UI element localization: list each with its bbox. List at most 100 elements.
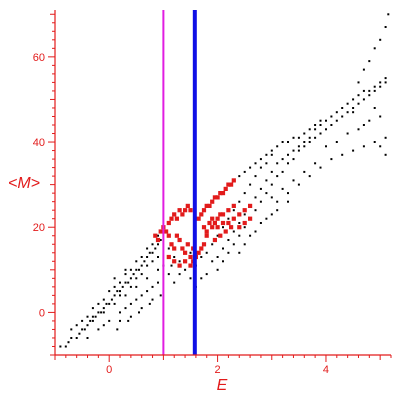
data-point bbox=[113, 285, 116, 288]
data-point bbox=[119, 294, 121, 297]
data-point bbox=[59, 345, 62, 348]
data-point bbox=[121, 285, 124, 288]
data-point bbox=[265, 192, 268, 195]
data-point bbox=[254, 209, 257, 212]
data-point bbox=[212, 220, 217, 226]
data-point bbox=[281, 141, 284, 143]
data-point bbox=[132, 273, 135, 276]
data-point bbox=[157, 234, 159, 237]
data-point bbox=[207, 220, 212, 226]
data-point bbox=[292, 136, 295, 139]
data-point bbox=[238, 234, 241, 237]
data-point bbox=[357, 102, 360, 105]
data-point bbox=[220, 191, 226, 196]
data-point bbox=[183, 250, 188, 255]
data-point bbox=[325, 145, 327, 148]
data-point bbox=[231, 216, 236, 221]
data-point bbox=[362, 124, 365, 126]
data-point bbox=[177, 208, 182, 213]
data-point bbox=[140, 273, 143, 276]
data-point bbox=[341, 115, 344, 118]
data-point bbox=[319, 124, 322, 126]
data-point bbox=[218, 212, 223, 217]
data-point bbox=[248, 203, 253, 208]
data-point bbox=[287, 200, 289, 203]
data-point bbox=[330, 115, 333, 118]
data-point bbox=[180, 212, 185, 217]
data-point bbox=[199, 246, 204, 251]
data-point bbox=[102, 298, 105, 301]
data-point bbox=[212, 237, 217, 243]
data-point bbox=[207, 203, 212, 208]
data-point bbox=[276, 209, 279, 212]
data-point bbox=[287, 153, 289, 156]
data-point bbox=[243, 243, 246, 246]
data-point bbox=[222, 260, 224, 263]
data-point bbox=[341, 107, 344, 109]
data-point bbox=[308, 136, 311, 139]
data-point bbox=[188, 263, 193, 268]
data-point bbox=[135, 285, 138, 288]
data-point bbox=[379, 115, 382, 118]
data-point bbox=[227, 251, 230, 254]
data-point bbox=[218, 233, 223, 238]
data-point bbox=[384, 26, 387, 28]
data-point bbox=[166, 254, 171, 260]
data-point bbox=[303, 141, 306, 143]
data-point bbox=[227, 217, 230, 220]
data-point bbox=[265, 153, 268, 156]
data-point bbox=[238, 222, 241, 224]
data-point bbox=[308, 141, 311, 143]
data-point bbox=[314, 124, 317, 126]
data-point bbox=[124, 281, 127, 284]
data-point bbox=[177, 237, 182, 243]
data-point bbox=[292, 179, 295, 182]
data-point bbox=[159, 239, 162, 241]
data-point bbox=[113, 302, 116, 305]
data-point bbox=[86, 315, 89, 318]
data-point bbox=[97, 328, 100, 331]
data-point bbox=[100, 311, 103, 314]
data-point bbox=[325, 128, 327, 131]
data-point bbox=[276, 175, 279, 178]
data-point bbox=[226, 182, 231, 187]
data-point bbox=[172, 259, 177, 264]
data-point bbox=[172, 212, 177, 217]
data-point bbox=[368, 89, 371, 92]
axes: 0 20 40 60 0 2 4 bbox=[33, 10, 392, 376]
data-point bbox=[270, 153, 273, 156]
data-point bbox=[188, 254, 193, 260]
data-point bbox=[157, 281, 159, 284]
data-point bbox=[335, 141, 338, 143]
data-point bbox=[164, 229, 169, 234]
data-point bbox=[325, 119, 327, 122]
data-point bbox=[210, 225, 215, 230]
x-axis-label: E bbox=[217, 377, 228, 394]
data-point bbox=[303, 170, 306, 173]
data-point bbox=[297, 149, 300, 152]
data-point bbox=[231, 178, 236, 183]
data-point bbox=[319, 132, 322, 135]
data-point bbox=[238, 200, 241, 203]
x-tick-label: 4 bbox=[323, 364, 329, 376]
data-point bbox=[368, 119, 371, 122]
data-point bbox=[199, 212, 204, 217]
data-point bbox=[220, 220, 226, 226]
data-point bbox=[259, 222, 262, 224]
data-point bbox=[129, 277, 132, 280]
data-point bbox=[215, 216, 220, 221]
data-point bbox=[297, 136, 300, 139]
data-point bbox=[148, 251, 151, 254]
data-point bbox=[129, 268, 132, 271]
data-point bbox=[158, 229, 163, 234]
data-point bbox=[169, 242, 174, 247]
data-point bbox=[102, 307, 105, 310]
data-point bbox=[229, 225, 234, 230]
data-point bbox=[346, 132, 349, 135]
data-point bbox=[140, 307, 143, 310]
data-point bbox=[153, 233, 158, 238]
data-point bbox=[218, 191, 223, 196]
data-point bbox=[91, 315, 94, 318]
data-point bbox=[200, 256, 203, 258]
data-point bbox=[215, 195, 220, 200]
